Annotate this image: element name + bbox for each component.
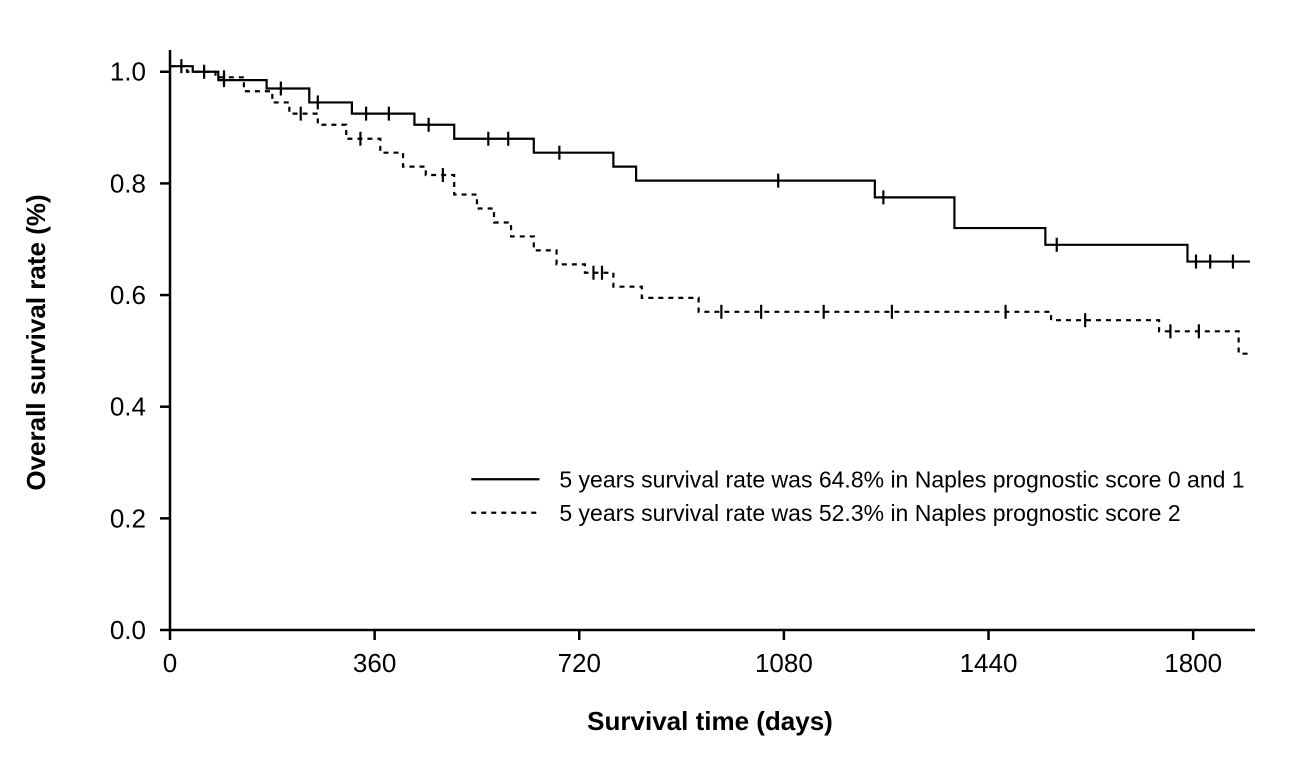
x-tick-label: 0 — [163, 648, 177, 678]
y-axis-label: Overall survival rate (%) — [21, 194, 51, 490]
legend-label-1: 5 years survival rate was 64.8% in Naple… — [559, 466, 1244, 492]
legend-label-2: 5 years survival rate was 52.3% in Naple… — [559, 500, 1180, 526]
x-tick-label: 1080 — [755, 648, 813, 678]
y-tick-label: 0.0 — [110, 615, 146, 645]
x-tick-label: 360 — [353, 648, 396, 678]
y-tick-label: 0.2 — [110, 503, 146, 533]
x-axis-label: Survival time (days) — [587, 706, 833, 736]
y-tick-label: 0.4 — [110, 392, 146, 422]
survival-curve-nps01 — [170, 66, 1250, 261]
x-tick-label: 1440 — [960, 648, 1018, 678]
y-tick-label: 0.6 — [110, 280, 146, 310]
y-tick-label: 1.0 — [110, 57, 146, 87]
x-tick-label: 1800 — [1164, 648, 1222, 678]
chart-svg: 0.0 0.2 0.4 0.6 0.8 1.0 0 360 720 1080 1440 1800 Sur… — [0, 0, 1300, 766]
survival-chart: 0.0 0.2 0.4 0.6 0.8 1.0 0 360 720 1080 1440 1800 Sur… — [0, 0, 1300, 766]
survival-curve-nps2 — [170, 66, 1250, 354]
x-tick-label: 720 — [558, 648, 601, 678]
y-tick-label: 0.8 — [110, 168, 146, 198]
